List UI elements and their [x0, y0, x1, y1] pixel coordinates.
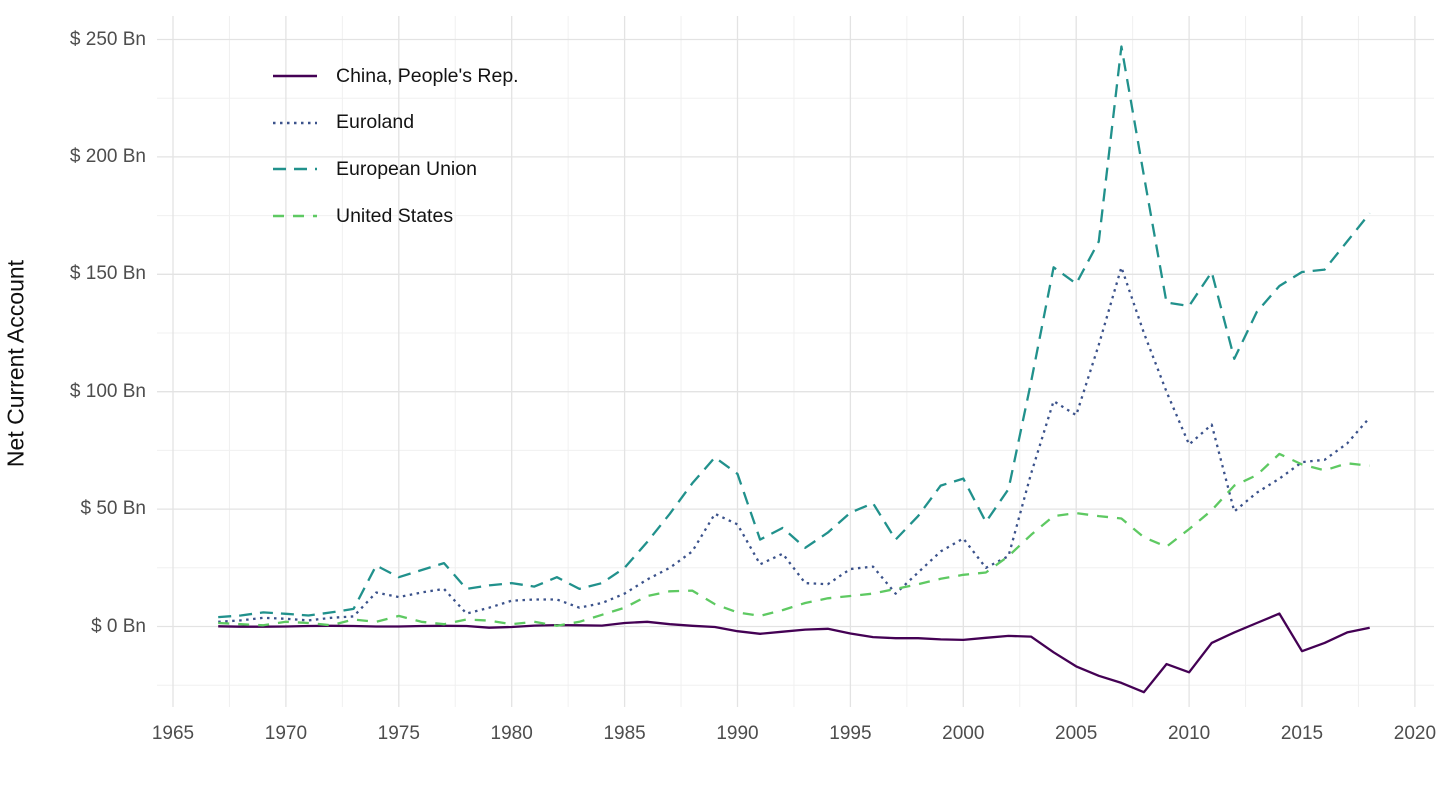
y-tick-label: $ 200 Bn [69, 145, 146, 167]
x-tick-label: 1975 [377, 723, 420, 744]
series-line-euroland [218, 266, 1371, 623]
y-tick-label: $ 0 Bn [91, 615, 146, 637]
legend-label: Euroland [336, 111, 415, 134]
legend-key-line [273, 74, 317, 78]
x-tick-label: 2010 [1167, 723, 1211, 744]
x-tick-label: 2015 [1280, 723, 1324, 744]
legend-label: China, People's Rep. [336, 64, 519, 87]
x-tick-label: 2005 [1055, 723, 1098, 744]
y-tick-label: $ 50 Bn [80, 498, 147, 520]
x-tick-label: 1985 [603, 723, 646, 744]
x-tick-label: 1980 [490, 723, 533, 744]
series-line-china-people-s-rep [218, 612, 1370, 694]
legend-key-line [273, 168, 317, 171]
y-axis-title: Net Current Account [2, 259, 29, 468]
y-tick-label: $ 100 Bn [69, 380, 146, 402]
legend-item: United States [272, 204, 453, 228]
legend-key-line [273, 121, 317, 124]
legend-key-line [273, 214, 317, 218]
y-tick-label: $ 150 Bn [69, 263, 146, 285]
legend-item: China, People's Rep. [272, 64, 519, 88]
x-tick-label: 1965 [151, 723, 195, 744]
x-tick-label: 1995 [829, 723, 872, 744]
legend-item: European Union [272, 157, 477, 181]
x-tick-label: 2000 [942, 723, 985, 744]
x-tick-label: 2020 [1393, 723, 1437, 744]
x-tick-label: 1970 [264, 723, 308, 744]
legend-label: European Union [336, 157, 477, 180]
series-line-european-union [218, 45, 1371, 619]
x-tick-label: 1990 [716, 723, 759, 744]
legend-label: United States [336, 204, 454, 227]
y-tick-label: $ 250 Bn [69, 28, 146, 50]
legend-item: Euroland [272, 111, 414, 135]
